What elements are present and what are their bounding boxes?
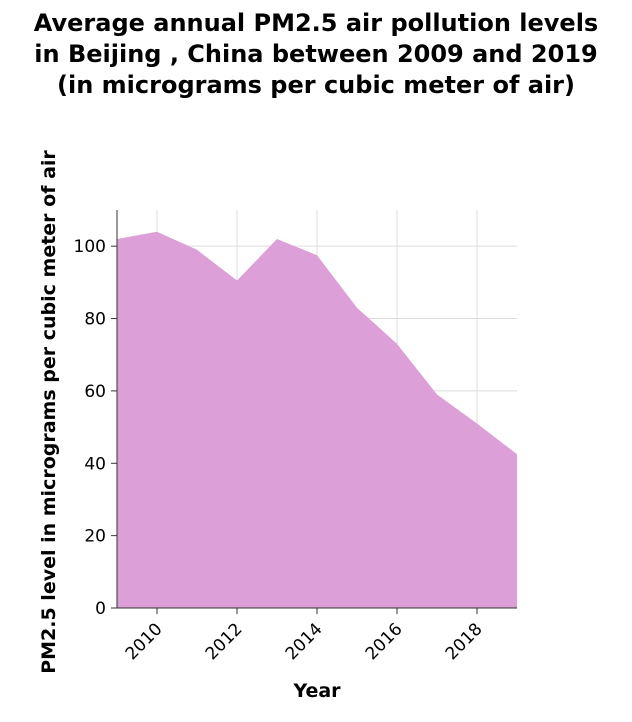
chart-title-line-1: Average annual PM2.5 air pollution level… <box>34 9 598 37</box>
x-tick-label: 2018 <box>442 619 487 664</box>
y-tick-label: 20 <box>84 527 106 547</box>
x-tick-label: 2012 <box>202 619 247 664</box>
x-axis-ticks: 2010 2012 2014 2016 2018 <box>122 608 487 664</box>
y-tick-label: 60 <box>84 382 106 402</box>
y-axis-label: PM2.5 level in micrograms per cubic mete… <box>38 150 60 674</box>
chart-title: Average annual PM2.5 air pollution level… <box>34 9 598 99</box>
y-tick-label: 100 <box>74 237 106 257</box>
y-tick-label: 80 <box>84 310 106 330</box>
chart-title-line-2: in Beijing , China between 2009 and 2019 <box>34 40 597 68</box>
x-tick-label: 2016 <box>362 619 407 664</box>
x-tick-label: 2014 <box>282 619 327 664</box>
area-series <box>117 231 517 608</box>
y-tick-label: 0 <box>95 599 106 619</box>
chart-title-line-3: (in micrograms per cubic meter of air) <box>57 71 575 99</box>
y-axis-ticks: 0 20 40 60 80 100 <box>74 237 117 619</box>
x-tick-label: 2010 <box>122 619 167 664</box>
x-axis-label: Year <box>292 680 341 702</box>
y-tick-label: 40 <box>84 454 106 474</box>
